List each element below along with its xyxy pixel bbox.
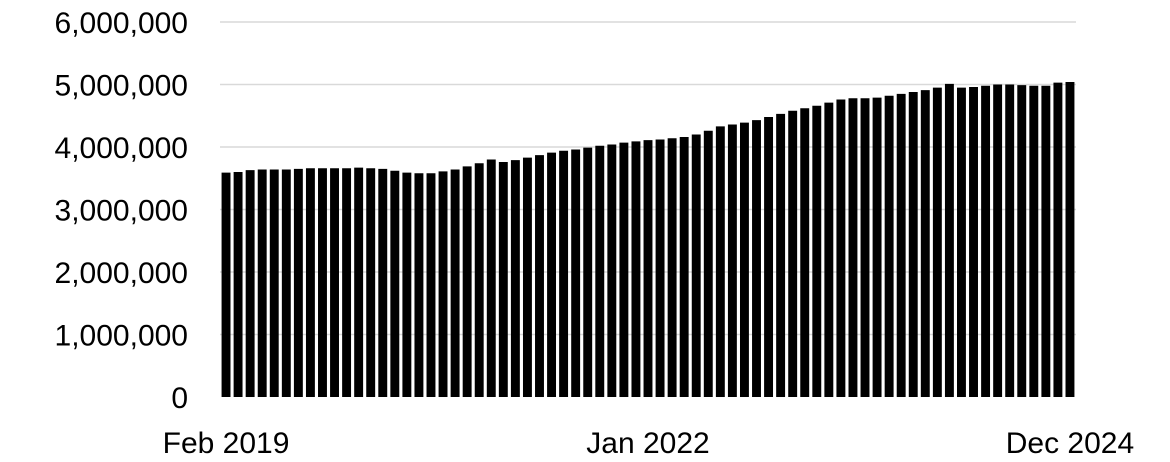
bar xyxy=(305,168,315,397)
y-axis-tick-labels: 0 1,000,000 2,000,000 3,000,000 4,000,000 5,0… xyxy=(55,7,188,415)
bar xyxy=(342,168,352,397)
bar xyxy=(679,137,689,397)
bar xyxy=(1005,84,1015,397)
bar xyxy=(993,84,1003,397)
bar xyxy=(727,124,737,397)
bar xyxy=(354,167,364,398)
bar xyxy=(788,110,798,397)
bar xyxy=(535,155,544,398)
bar xyxy=(330,168,339,397)
bar xyxy=(981,85,991,397)
bar xyxy=(752,120,761,398)
bar xyxy=(257,169,267,397)
y-tick-label: 0 xyxy=(171,382,188,415)
bar xyxy=(318,168,327,397)
bar xyxy=(920,90,930,398)
bar xyxy=(1053,82,1063,398)
bar xyxy=(908,92,918,397)
bar xyxy=(498,162,508,397)
bar xyxy=(1029,85,1039,397)
x-tick-label: Dec 2024 xyxy=(1006,427,1134,460)
bar xyxy=(715,126,725,398)
bar xyxy=(607,144,617,397)
bar xyxy=(884,95,894,397)
bar xyxy=(932,87,942,398)
bar xyxy=(655,139,665,397)
bar xyxy=(619,142,629,398)
bar xyxy=(474,163,484,397)
y-tick-label: 6,000,000 xyxy=(55,7,188,40)
x-tick-label: Jan 2022 xyxy=(586,427,709,460)
bar xyxy=(643,140,653,398)
x-tick-label: Feb 2019 xyxy=(163,427,290,460)
x-axis-tick-labels: Feb 2019 Jan 2022 Dec 2024 xyxy=(163,427,1135,460)
bar xyxy=(281,169,291,397)
y-tick-label: 3,000,000 xyxy=(55,195,188,228)
bar xyxy=(800,108,810,397)
bars xyxy=(221,82,1075,398)
bar xyxy=(848,98,858,397)
bar xyxy=(1017,85,1027,398)
bar xyxy=(510,160,520,397)
bar xyxy=(571,149,581,397)
bar xyxy=(691,134,701,397)
bar xyxy=(233,172,243,397)
bar xyxy=(969,87,978,397)
bar xyxy=(486,159,496,397)
bar xyxy=(703,130,713,397)
bar xyxy=(378,168,388,397)
bar xyxy=(595,145,605,397)
bar xyxy=(390,170,400,397)
bar xyxy=(776,113,786,398)
bar xyxy=(414,173,424,397)
bar xyxy=(559,150,569,397)
bar xyxy=(583,147,593,398)
bar xyxy=(221,172,231,397)
bar xyxy=(631,141,641,398)
bar xyxy=(269,169,279,397)
bar xyxy=(450,169,460,397)
bar xyxy=(245,170,255,398)
bar xyxy=(1065,82,1075,397)
bar xyxy=(462,166,472,398)
bar xyxy=(872,97,882,398)
bar xyxy=(522,157,532,398)
bar xyxy=(824,102,834,398)
y-tick-label: 5,000,000 xyxy=(55,70,188,103)
y-tick-label: 2,000,000 xyxy=(55,257,188,290)
bar xyxy=(739,122,749,398)
bar xyxy=(1041,85,1051,397)
bar xyxy=(547,152,557,397)
bar xyxy=(366,168,376,397)
bar xyxy=(957,87,966,398)
bar xyxy=(896,93,906,398)
bar xyxy=(426,173,436,397)
bar xyxy=(402,172,412,397)
bar xyxy=(860,98,870,397)
y-tick-label: 4,000,000 xyxy=(55,132,188,165)
bar xyxy=(293,168,303,397)
bar xyxy=(438,171,448,398)
bar xyxy=(764,117,774,397)
bar xyxy=(667,138,677,397)
bar xyxy=(944,83,954,398)
y-tick-label: 1,000,000 xyxy=(55,320,188,353)
bar xyxy=(812,105,822,397)
bar xyxy=(836,99,846,397)
